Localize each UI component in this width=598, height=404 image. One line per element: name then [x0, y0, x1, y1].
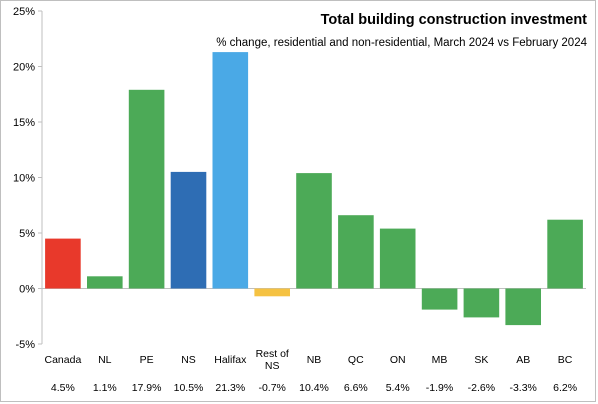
- y-tick-label: 20%: [13, 62, 35, 74]
- bar-nb: [296, 173, 332, 289]
- x-category-label: BC: [558, 354, 573, 366]
- value-label: -2.6%: [468, 382, 495, 394]
- value-label: -1.9%: [426, 382, 453, 394]
- chart-subtitle: % change, residential and non-residentia…: [216, 37, 587, 49]
- x-category-label: QC: [348, 354, 364, 366]
- bar-pe: [128, 89, 165, 289]
- bar-bc: [547, 219, 583, 289]
- bar-ns: [170, 171, 207, 289]
- value-label: -3.3%: [509, 382, 536, 394]
- bar-on: [379, 228, 416, 289]
- value-label: 10.4%: [299, 382, 329, 394]
- x-category-label: NS: [181, 354, 196, 366]
- y-tick-label: 25%: [13, 6, 35, 18]
- x-category-label: Canada: [45, 354, 82, 366]
- value-label: 1.1%: [93, 382, 117, 394]
- value-label: 10.5%: [174, 382, 204, 394]
- value-label: 5.4%: [386, 382, 410, 394]
- value-label: 6.6%: [344, 382, 368, 394]
- bar-nl: [87, 276, 123, 289]
- bar-sk: [463, 288, 500, 318]
- x-category-label: NL: [98, 354, 112, 366]
- value-label: 4.5%: [51, 382, 75, 394]
- value-label: -0.7%: [258, 382, 285, 394]
- x-category-label: PE: [140, 354, 154, 366]
- bar-mb: [421, 288, 458, 310]
- value-label: 17.9%: [132, 382, 162, 394]
- y-tick-label: 0%: [19, 284, 35, 296]
- y-tick-label: 10%: [13, 173, 35, 185]
- x-category-label: Rest of NS: [256, 348, 289, 372]
- labels-layer: Canada 4.5% NL 1.1% PE 17.9% NS 10.5% Halifax 21.…: [45, 348, 578, 394]
- x-category-label: AB: [516, 354, 530, 366]
- y-tick-label: -5%: [15, 339, 35, 351]
- x-category-label: Halifax: [214, 354, 247, 366]
- x-category-label: ON: [390, 354, 406, 366]
- value-label: 21.3%: [215, 382, 245, 394]
- bar-qc: [338, 215, 374, 289]
- y-tick-label: 15%: [13, 117, 35, 129]
- x-category-label: NB: [307, 354, 322, 366]
- bar-canada: [45, 238, 81, 289]
- bars-layer: [45, 52, 583, 326]
- chart-title: Total building construction investment: [321, 12, 588, 28]
- value-label: 6.2%: [553, 382, 577, 394]
- bar-rest-of-ns: [254, 288, 290, 297]
- y-tick-label: 5%: [19, 228, 35, 240]
- bar-halifax: [212, 52, 249, 289]
- bar-ab: [505, 288, 541, 326]
- x-category-label: MB: [432, 354, 448, 366]
- x-category-label: SK: [474, 354, 488, 366]
